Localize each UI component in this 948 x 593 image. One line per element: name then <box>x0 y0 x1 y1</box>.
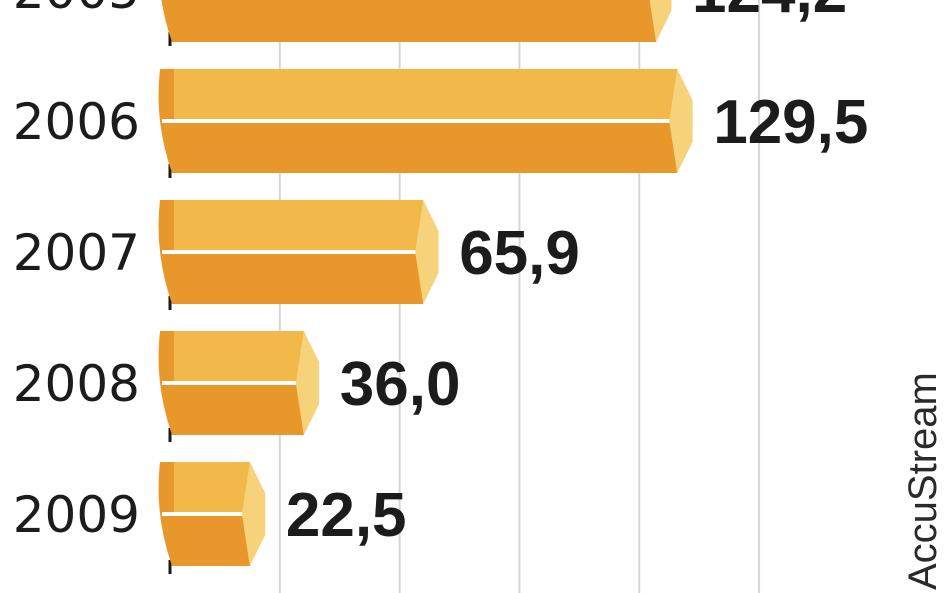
bar-bottom-face <box>172 383 308 435</box>
bar-top-face <box>160 331 308 383</box>
labels: 2005 124,2 2006 129,5 2007 65,9 2008 36,0 2009 22… <box>13 0 869 550</box>
bar-bottom-face <box>172 252 428 304</box>
bar-end-cap <box>415 200 439 304</box>
bar <box>158 331 320 435</box>
bar-end-cap <box>669 69 693 173</box>
bar-top-face <box>160 462 254 514</box>
bar-end-cap <box>241 462 266 566</box>
value-label: 22,5 <box>286 481 407 550</box>
year-label: 2009 <box>13 486 140 544</box>
bar-bottom-face <box>172 121 682 173</box>
bar-top-face <box>160 69 682 121</box>
year-label: 2006 <box>13 93 140 151</box>
bars <box>158 0 693 566</box>
source-label: AccuStream <box>901 372 945 590</box>
bar-end-cap <box>295 331 320 435</box>
bar <box>161 0 672 42</box>
bar <box>158 200 439 304</box>
year-label: 2005 <box>13 0 140 20</box>
value-label: 129,5 <box>713 88 868 157</box>
value-label: 36,0 <box>340 350 461 419</box>
bar-bottom-face <box>172 0 660 42</box>
year-label: 2008 <box>13 355 140 413</box>
bar-left-cap <box>161 0 174 42</box>
bar-bottom-face <box>172 514 254 566</box>
bar-top-face <box>160 200 428 252</box>
value-label: 124,2 <box>692 0 847 26</box>
year-label: 2007 <box>13 224 140 282</box>
value-label: 65,9 <box>459 219 580 288</box>
bar <box>158 69 693 173</box>
bar-end-cap <box>649 0 672 42</box>
bar <box>158 462 266 566</box>
